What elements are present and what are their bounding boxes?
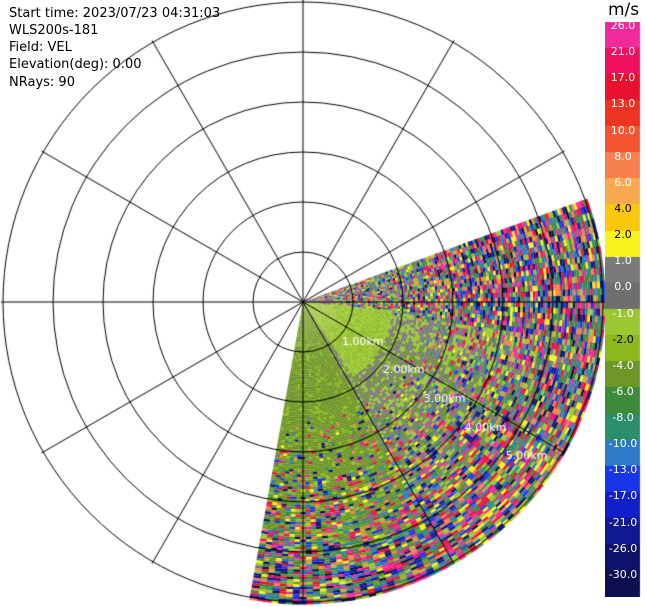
colorbar-title: m/s bbox=[608, 0, 640, 20]
colorbar-tick-label: 6.0 bbox=[614, 175, 632, 189]
colorbar-tick-label: -10.0 bbox=[608, 437, 638, 451]
colorbar-tick-label: 26.0 bbox=[610, 19, 636, 32]
colorbar-tick-label: -6.0 bbox=[612, 384, 634, 398]
colorbar-tick-label: 1.0 bbox=[614, 254, 632, 268]
colorbar-tick-label: 2.0 bbox=[614, 228, 632, 242]
colorbar-tick-label: -8.0 bbox=[612, 411, 634, 425]
nrays-label: NRays: 90 bbox=[9, 75, 75, 90]
colorbar-tick-label: 13.0 bbox=[610, 97, 636, 111]
colorbar-tick-label: -1.0 bbox=[612, 306, 634, 320]
instrument-label: WLS200s-181 bbox=[9, 23, 99, 38]
colorbar-tick-label: -13.0 bbox=[608, 463, 638, 477]
colorbar-tick-label: 8.0 bbox=[614, 149, 632, 163]
colorbar-tick-label: 10.0 bbox=[610, 123, 636, 137]
field-label: Field: VEL bbox=[9, 40, 72, 55]
colorbar-tick-label: -2.0 bbox=[612, 332, 634, 346]
colorbar bbox=[605, 22, 647, 597]
colorbar-tick-label: 0.0 bbox=[614, 280, 632, 294]
colorbar-tick-label: -30.0 bbox=[608, 567, 638, 581]
colorbar-tick-label: -17.0 bbox=[608, 489, 638, 503]
colorbar-tick-label: -4.0 bbox=[612, 358, 634, 372]
colorbar-tick-label: 21.0 bbox=[610, 45, 636, 59]
colorbar-tick-label: 17.0 bbox=[610, 71, 636, 85]
elevation-label: Elevation(deg): 0.00 bbox=[9, 57, 142, 72]
colorbar-tick-label: -26.0 bbox=[608, 541, 638, 555]
colorbar-tick-label: 4.0 bbox=[614, 201, 632, 215]
colorbar-tick-label: -21.0 bbox=[608, 515, 638, 529]
start-time-label: Start time: 2023/07/23 04:31:03 bbox=[9, 6, 221, 21]
